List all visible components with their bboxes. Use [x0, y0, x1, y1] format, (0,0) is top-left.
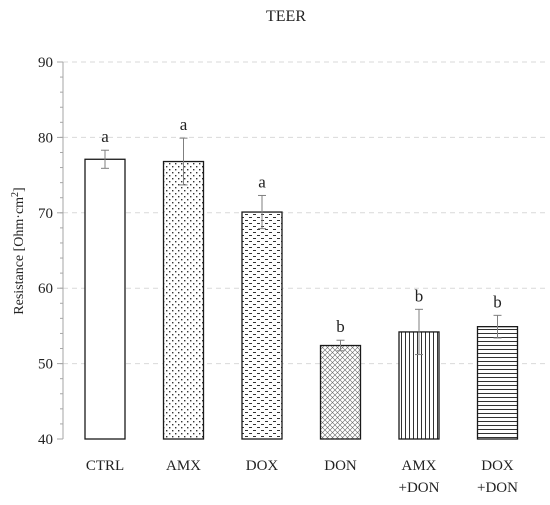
- y-tick-label-2: 60: [38, 281, 53, 297]
- x-tick-label-2-0: DOX: [246, 458, 279, 474]
- x-tick-label-3-0: DON: [324, 458, 357, 474]
- significance-label-3: b: [336, 317, 345, 336]
- bar-5: [476, 326, 519, 440]
- x-tick-label-1-0: AMX: [166, 458, 201, 474]
- x-tick-label-4-1: +DON: [399, 480, 440, 496]
- y-axis-title-main: Resistance [Ohm·cm: [12, 197, 27, 315]
- y-tick-label-3: 70: [38, 206, 53, 222]
- bar-1: [162, 160, 205, 440]
- grid-lines: [63, 61, 545, 365]
- y-axis-title-end: ]: [12, 187, 27, 192]
- y-tick-label-5: 90: [38, 55, 53, 71]
- x-tick-label-5-1: +DON: [477, 480, 518, 496]
- significance-label-0: a: [101, 127, 109, 146]
- bar-3: [319, 344, 362, 440]
- significance-label-1: a: [180, 115, 188, 134]
- significance-labels: a a a b b b: [101, 115, 502, 336]
- chart-title: TEER: [266, 8, 306, 25]
- error-bars: [101, 137, 502, 356]
- bar-2: [241, 211, 283, 440]
- y-axis: 40 50 60 70 80 90: [38, 55, 64, 448]
- bars: [84, 158, 519, 440]
- significance-label-2: a: [258, 172, 266, 191]
- bar-0: [84, 158, 126, 440]
- significance-label-5: b: [493, 292, 502, 311]
- x-axis-labels: CTRL AMX DOX DON AMX +DON DOX +DON: [86, 458, 518, 496]
- x-tick-label-4-0: AMX: [401, 458, 436, 474]
- significance-label-4: b: [415, 286, 424, 305]
- x-tick-label-5-0: DOX: [481, 458, 514, 474]
- y-tick-label-4: 80: [38, 130, 53, 146]
- y-axis-title: Resistance [Ohm·cm2]: [10, 187, 27, 314]
- y-axis-title-superscript: 2: [10, 192, 21, 197]
- y-tick-label-0: 40: [38, 432, 53, 448]
- bar-4: [398, 331, 440, 440]
- x-tick-label-0-0: CTRL: [86, 458, 124, 474]
- y-tick-label-1: 50: [38, 357, 53, 373]
